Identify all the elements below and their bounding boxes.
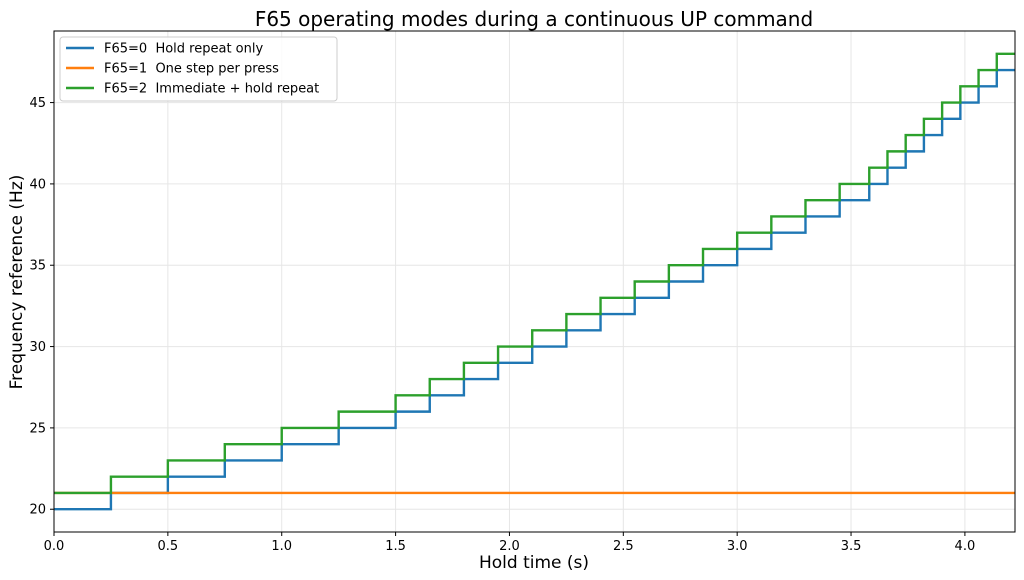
x-tick-label: 0.5: [158, 539, 179, 554]
x-tick-label: 3.5: [841, 539, 862, 554]
y-tick-label: 30: [29, 340, 46, 355]
x-axis-label: Hold time (s): [479, 553, 589, 573]
y-tick-label: 25: [29, 421, 46, 436]
x-tick-label: 2.5: [613, 539, 634, 554]
x-tick-label: 1.0: [271, 539, 292, 554]
y-axis-label: Frequency reference (Hz): [7, 175, 27, 390]
y-tick-label: 35: [29, 259, 46, 274]
series-layer: [54, 52, 1015, 511]
legend: F65=0 Hold repeat only F65=1 One step per…: [59, 36, 338, 102]
x-tick-label: 2.0: [499, 539, 520, 554]
chart-title: F65 operating modes during a continuous …: [255, 7, 813, 31]
legend-label-0: F65=0 Hold repeat only: [104, 42, 263, 57]
plot-frame: [53, 30, 1016, 533]
series-line-0: [54, 68, 1015, 511]
series-line-2: [54, 52, 1015, 495]
x-axis: 0.0 0.5 1.0 1.5 2.0 2.5 3.0 3.5 4.0: [44, 532, 976, 554]
x-tick-label: 3.0: [727, 539, 748, 554]
grid: [53, 31, 1015, 532]
legend-label-1: F65=1 One step per press: [104, 62, 279, 77]
x-tick-label: 4.0: [955, 539, 976, 554]
y-tick-label: 45: [29, 96, 46, 111]
y-tick-label: 20: [29, 503, 46, 518]
legend-box: [59, 36, 338, 102]
y-tick-label: 40: [29, 177, 46, 192]
x-tick-label: 1.5: [385, 539, 406, 554]
y-axis: 20 25 30 35 40 45: [29, 96, 54, 518]
x-tick-label: 0.0: [44, 539, 65, 554]
legend-label-2: F65=2 Immediate + hold repeat: [104, 82, 319, 97]
